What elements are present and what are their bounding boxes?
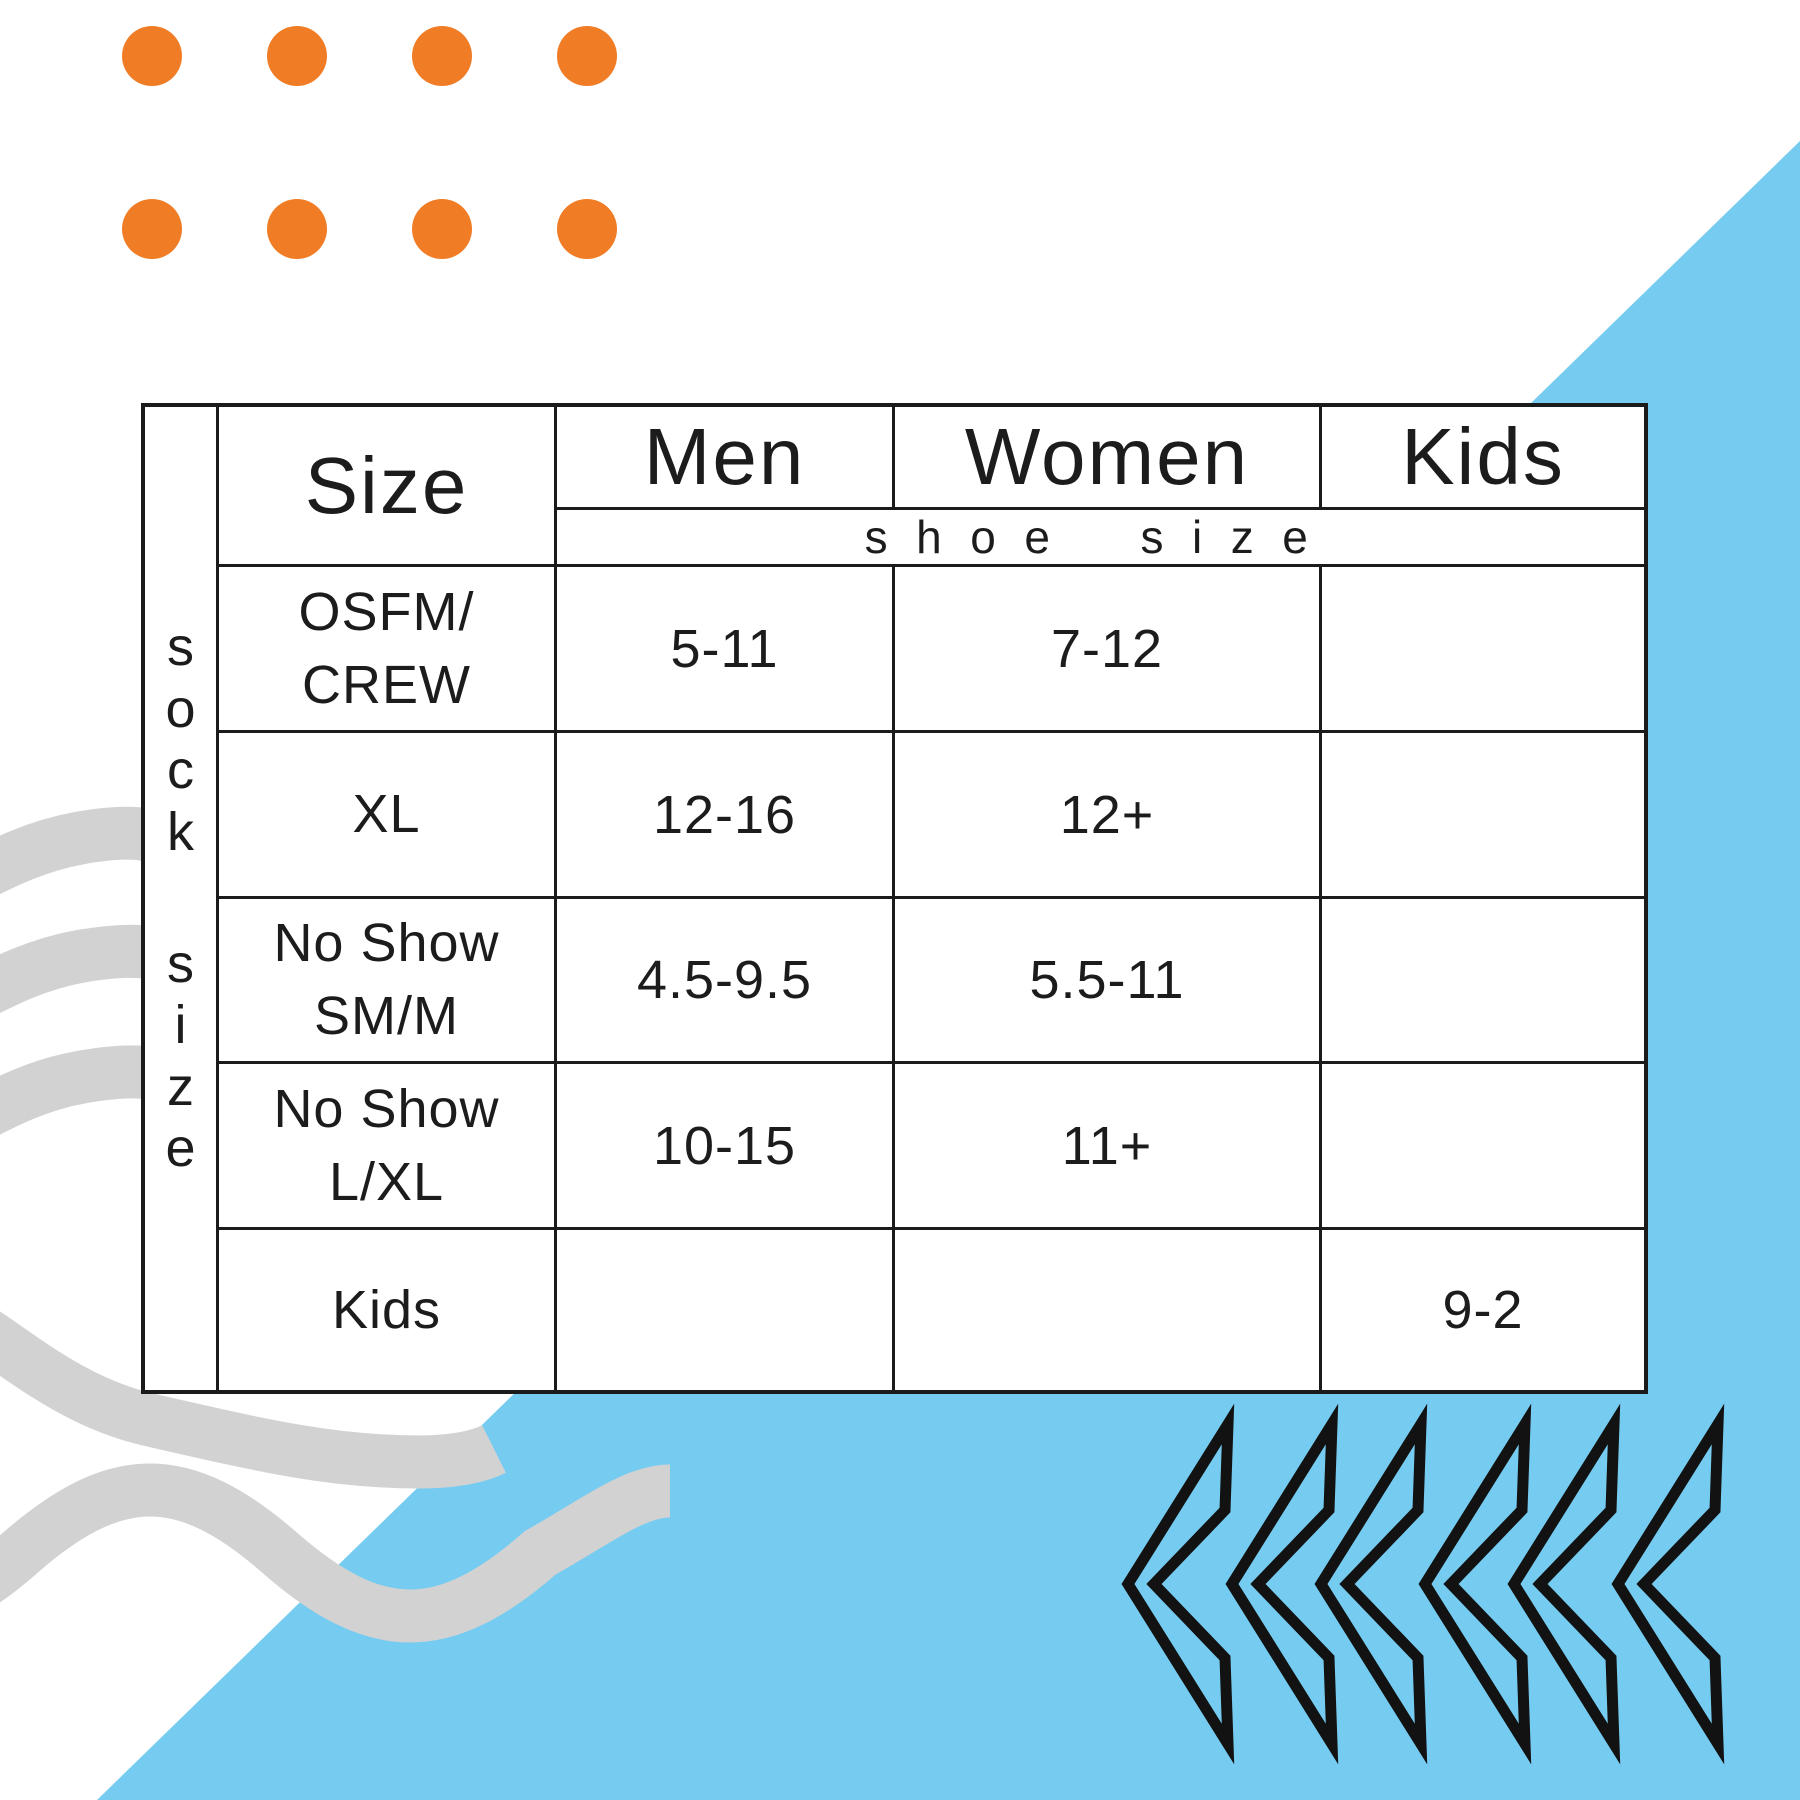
- column-header-kids: Kids: [1322, 407, 1644, 510]
- orange-dot: [412, 26, 472, 86]
- cell-men-noshow-smm: 4.5-9.5: [557, 899, 895, 1064]
- orange-dot: [557, 199, 617, 259]
- row-label-osfm-crew: OSFM/ CREW: [219, 567, 557, 733]
- row-label-kids: Kids: [219, 1230, 557, 1390]
- chevron-left-icon: [1225, 1403, 1339, 1765]
- cell-women-xl: 12+: [895, 733, 1322, 899]
- chevron-left-icon: [1507, 1403, 1621, 1765]
- orange-dot: [267, 26, 327, 86]
- cell-kids-noshow-lxl: [1322, 1064, 1644, 1230]
- column-header-women: Women: [895, 407, 1322, 510]
- wave-stroke: [0, 806, 174, 895]
- chevron-left-icon: [1611, 1403, 1725, 1765]
- row-label-noshow-smm: No Show SM/M: [219, 899, 557, 1064]
- dots-pattern: [122, 26, 617, 259]
- orange-dot: [122, 199, 182, 259]
- row-label-xl: XL: [219, 733, 557, 899]
- cell-kids-kids: 9-2: [1442, 1280, 1524, 1340]
- cell-men-xl: 12-16: [557, 733, 895, 899]
- cell-women-osfm: 7-12: [895, 567, 1322, 733]
- column-header-size: Size: [219, 407, 557, 567]
- cell-men-kids: [557, 1230, 895, 1390]
- cell-men-osfm: 5-11: [557, 567, 895, 733]
- cell-women-noshow-lxl: 11+: [895, 1064, 1322, 1230]
- cell-women-noshow-smm: 5.5-11: [895, 899, 1322, 1064]
- chevron-left-icon: [1121, 1403, 1235, 1765]
- orange-dot: [412, 199, 472, 259]
- cell-kids-osfm: [1322, 567, 1644, 733]
- cell-kids-noshow-smm: [1322, 899, 1644, 1064]
- chevron-left-icon: [1418, 1403, 1532, 1765]
- cell-men-noshow-lxl: 10-15: [557, 1064, 895, 1230]
- orange-dot: [557, 26, 617, 86]
- wave-stroke: [0, 1311, 506, 1489]
- orange-dot: [267, 199, 327, 259]
- chevrons-left-icon: [1121, 1403, 1725, 1765]
- subheader-shoe-size: shoe size: [557, 510, 1644, 567]
- cell-women-kids: [895, 1230, 1322, 1390]
- cell-kids-xl: [1322, 733, 1644, 899]
- orange-dot: [122, 26, 182, 86]
- chevron-left-icon: [1314, 1403, 1428, 1765]
- wave-stroke: [0, 1463, 672, 1643]
- column-header-men: Men: [557, 407, 895, 510]
- row-label-noshow-lxl: No Show L/XL: [219, 1064, 557, 1230]
